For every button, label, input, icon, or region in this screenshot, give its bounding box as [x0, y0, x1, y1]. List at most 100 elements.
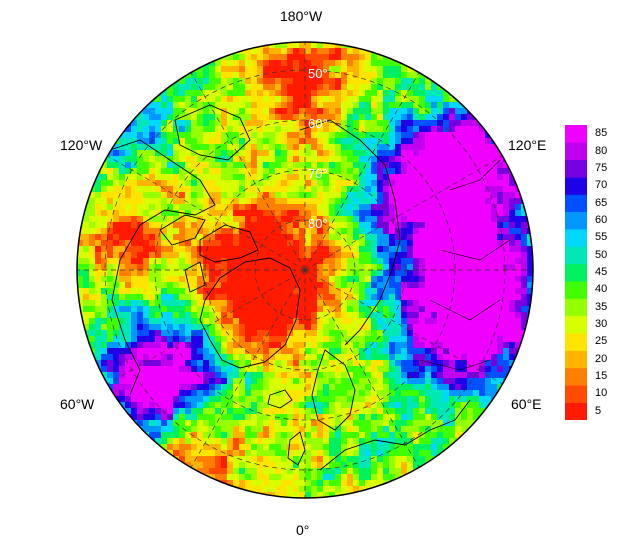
data-cell: [269, 420, 276, 427]
data-cell: [245, 270, 252, 277]
data-cell: [245, 144, 252, 151]
data-cell: [419, 180, 426, 187]
data-cell: [263, 402, 270, 409]
data-cell: [437, 294, 444, 301]
data-cell: [401, 204, 408, 211]
data-cell: [269, 60, 276, 67]
data-cell: [281, 252, 288, 259]
data-cell: [257, 198, 264, 205]
data-cell: [389, 132, 396, 139]
data-cell: [143, 204, 150, 211]
data-cell: [341, 90, 348, 97]
data-cell: [119, 240, 126, 247]
data-cell: [347, 150, 354, 157]
data-cell: [281, 282, 288, 289]
data-cell: [293, 174, 300, 181]
data-cell: [329, 270, 336, 277]
data-cell: [449, 204, 456, 211]
data-cell: [167, 96, 174, 103]
data-cell: [251, 126, 258, 133]
data-cell: [473, 270, 480, 277]
data-cell: [353, 84, 360, 91]
data-cell: [503, 204, 510, 211]
data-cell: [113, 300, 120, 307]
data-cell: [215, 468, 222, 475]
data-cell: [491, 258, 498, 265]
data-cell: [245, 294, 252, 301]
data-cell: [119, 246, 126, 253]
data-cell: [281, 426, 288, 433]
data-cell: [401, 306, 408, 313]
data-cell: [161, 360, 168, 367]
data-cell: [191, 162, 198, 169]
data-cell: [527, 282, 533, 289]
data-cell: [347, 162, 354, 169]
data-cell: [365, 330, 372, 337]
data-cell: [101, 240, 108, 247]
data-cell: [191, 330, 198, 337]
data-cell: [209, 234, 216, 241]
data-cell: [395, 156, 402, 163]
data-cell: [371, 168, 378, 175]
data-cell: [173, 330, 180, 337]
data-cell: [293, 138, 300, 145]
data-cell: [245, 210, 252, 217]
data-cell: [179, 186, 186, 193]
data-cell: [275, 264, 282, 271]
data-cell: [473, 228, 480, 235]
data-cell: [269, 120, 276, 127]
data-cell: [359, 408, 366, 415]
data-cell: [317, 204, 324, 211]
data-cell: [113, 168, 120, 175]
data-cell: [191, 462, 198, 469]
data-cell: [167, 372, 174, 379]
data-cell: [311, 354, 318, 361]
data-cell: [281, 210, 288, 217]
data-cell: [437, 246, 444, 253]
data-cell: [233, 318, 240, 325]
data-cell: [209, 354, 216, 361]
data-cell: [389, 300, 396, 307]
data-cell: [485, 348, 492, 355]
data-cell: [383, 78, 390, 85]
data-cell: [185, 426, 192, 433]
data-cell: [419, 276, 426, 283]
data-cell: [389, 198, 396, 205]
data-cell: [119, 294, 126, 301]
data-cell: [317, 276, 324, 283]
data-cell: [491, 246, 498, 253]
data-cell: [299, 330, 306, 337]
data-cell: [425, 450, 432, 457]
data-cell: [395, 132, 402, 139]
data-cell: [419, 450, 426, 457]
data-cell: [119, 270, 126, 277]
data-cell: [371, 402, 378, 409]
data-cell: [239, 114, 246, 121]
data-cell: [197, 390, 204, 397]
data-cell: [491, 240, 498, 247]
data-cell: [173, 222, 180, 229]
data-cell: [299, 468, 306, 475]
data-cell: [221, 414, 228, 421]
data-cell: [467, 114, 474, 121]
data-cell: [269, 228, 276, 235]
data-cell: [455, 132, 462, 139]
data-cell: [413, 306, 420, 313]
data-cell: [191, 216, 198, 223]
data-cell: [323, 66, 330, 73]
data-cell: [335, 384, 342, 391]
data-cell: [251, 102, 258, 109]
data-cell: [299, 366, 306, 373]
colorbar-swatch: [565, 350, 587, 369]
data-cell: [197, 474, 204, 481]
data-cell: [77, 234, 84, 241]
data-cell: [239, 198, 246, 205]
data-cell: [233, 420, 240, 427]
data-cell: [341, 462, 348, 469]
data-cell: [293, 204, 300, 211]
data-cell: [365, 336, 372, 343]
data-cell: [485, 234, 492, 241]
data-cell: [227, 246, 234, 253]
data-cell: [209, 186, 216, 193]
data-cell: [455, 246, 462, 253]
